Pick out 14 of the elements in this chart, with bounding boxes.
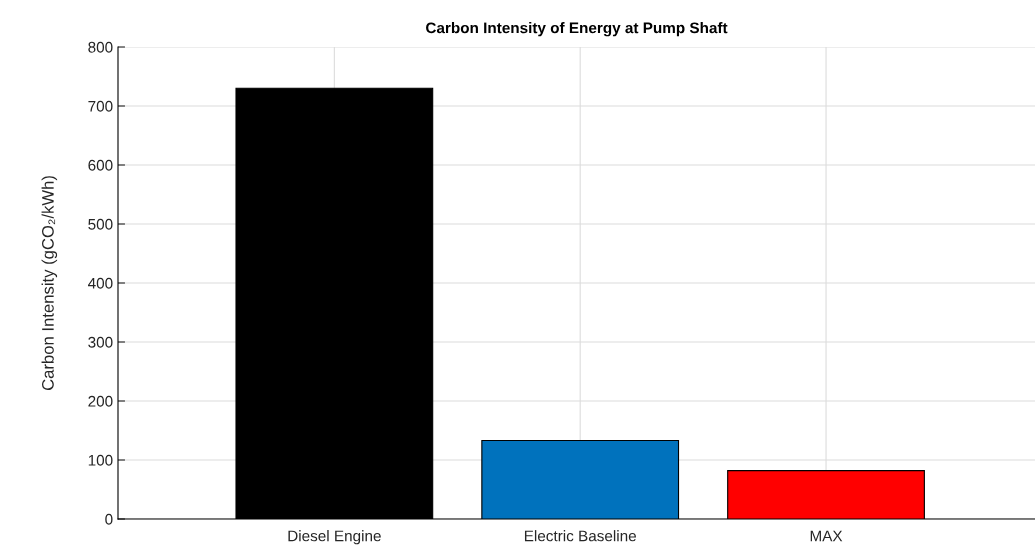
x-tick-label: Diesel Engine (288, 530, 381, 545)
y-tick-label: 500 (88, 218, 113, 230)
y-tick-label: 800 (88, 41, 113, 53)
x-tick-label: MAX (810, 530, 843, 542)
y-tick-label: 300 (88, 336, 113, 348)
chart-title: Carbon Intensity of Energy at Pump Shaft (426, 22, 728, 37)
y-tick-label: 0 (105, 513, 113, 525)
y-tick-label: 100 (88, 454, 113, 466)
y-tick-label: 700 (88, 100, 113, 112)
y-tick-label: 600 (88, 159, 113, 171)
x-tick-label: Electric Baseline (524, 530, 636, 542)
y-axis-title: Carbon Intensity (gCO₂/kWh) (41, 176, 58, 391)
y-tick-label: 400 (88, 277, 113, 289)
y-tick-label: 200 (88, 395, 113, 407)
